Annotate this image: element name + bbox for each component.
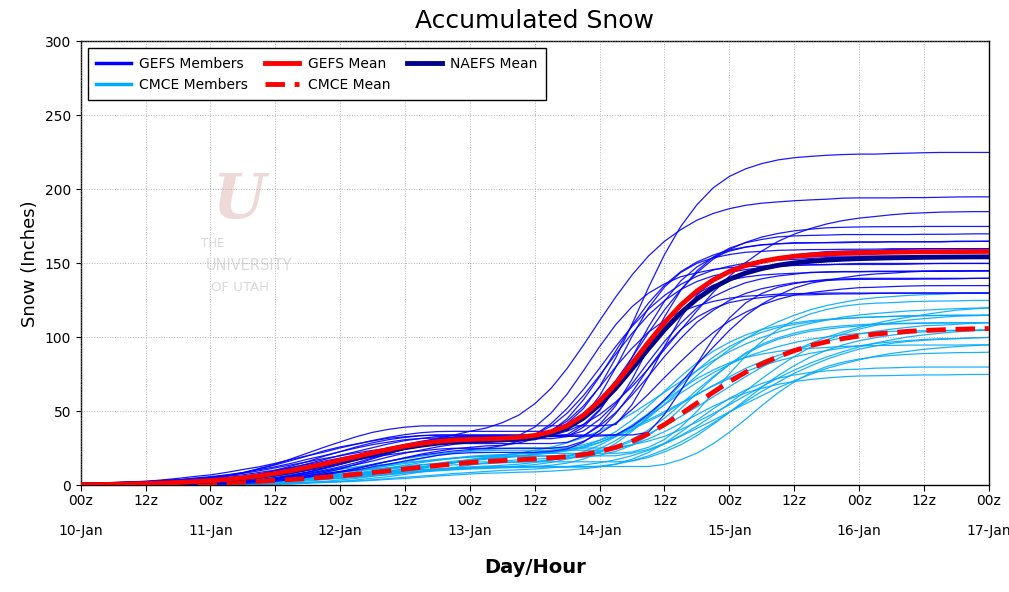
Text: THE: THE [201, 237, 224, 250]
Text: 17-Jan: 17-Jan [967, 525, 1009, 538]
Text: 11-Jan: 11-Jan [188, 525, 233, 538]
Text: 16-Jan: 16-Jan [836, 525, 882, 538]
Text: 12-Jan: 12-Jan [318, 525, 362, 538]
Text: Day/Hour: Day/Hour [484, 558, 585, 577]
Title: Accumulated Snow: Accumulated Snow [416, 8, 654, 33]
Text: 13-Jan: 13-Jan [448, 525, 492, 538]
Text: UNIVERSITY: UNIVERSITY [206, 258, 292, 273]
Legend: GEFS Members, CMCE Members, GEFS Mean, CMCE Mean, NAEFS Mean: GEFS Members, CMCE Members, GEFS Mean, C… [88, 49, 546, 100]
Text: 15-Jan: 15-Jan [707, 525, 752, 538]
Text: 10-Jan: 10-Jan [59, 525, 103, 538]
Text: OF UTAH: OF UTAH [211, 281, 268, 294]
Y-axis label: Snow (Inches): Snow (Inches) [21, 200, 39, 327]
Text: 14-Jan: 14-Jan [577, 525, 622, 538]
Text: U: U [213, 171, 266, 231]
